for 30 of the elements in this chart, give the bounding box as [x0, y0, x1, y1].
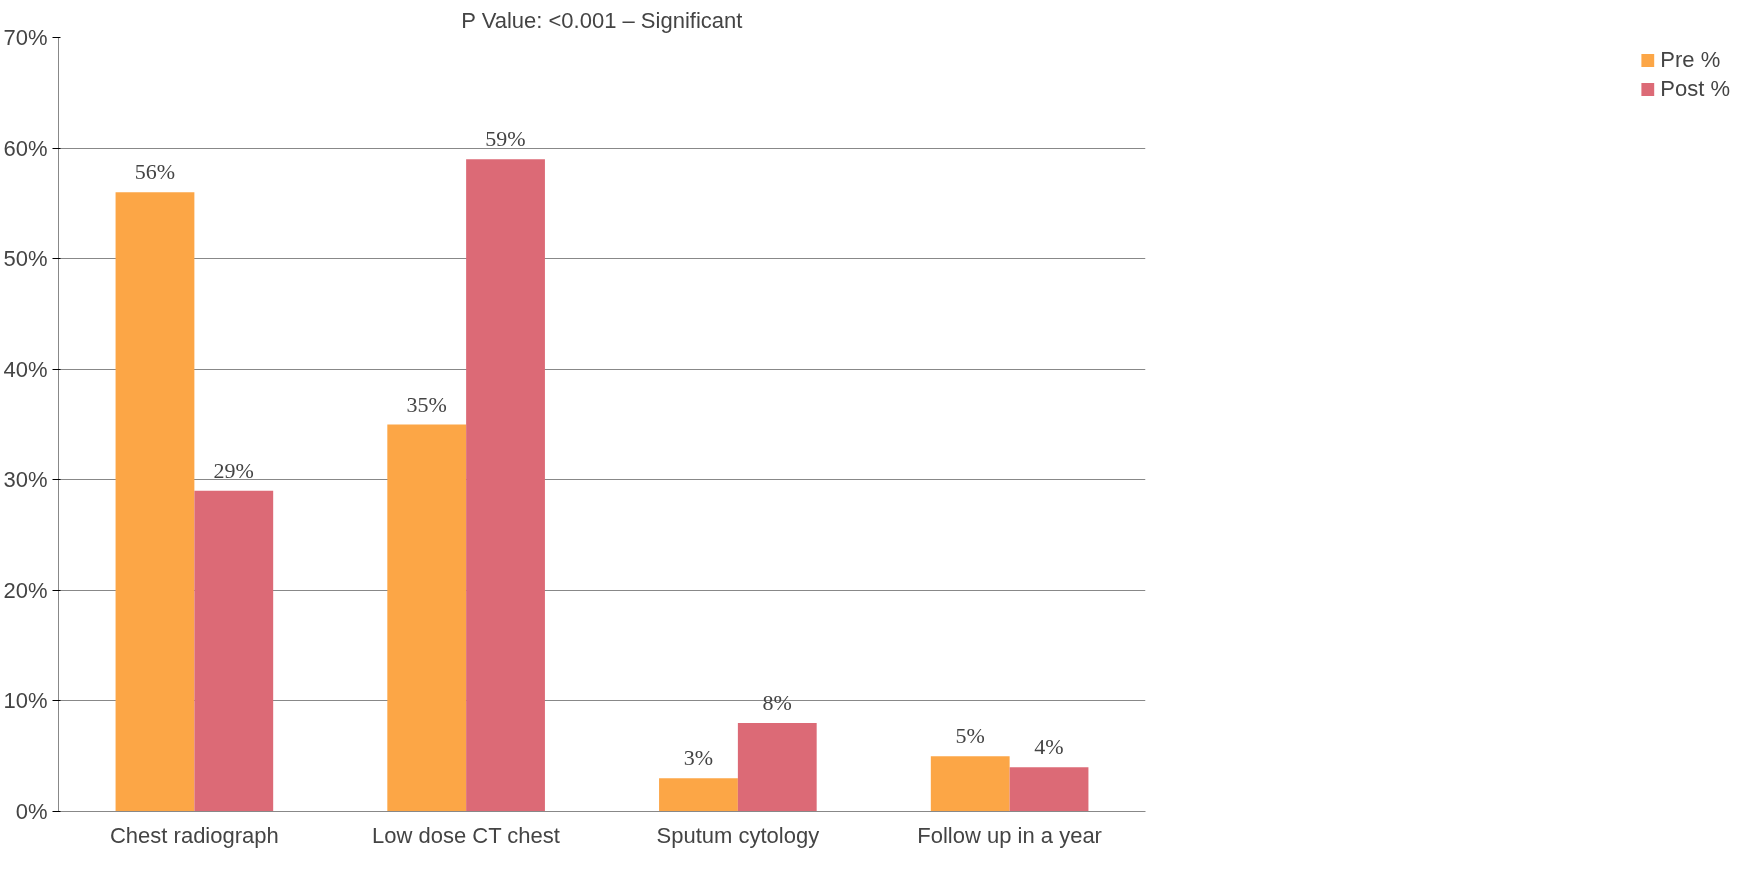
- x-tick-label: Low dose CT chest: [371, 822, 560, 848]
- text: P Value: <0.001 – Significant: [461, 7, 743, 33]
- data-label: 59%: [485, 126, 526, 152]
- x-tick-label: Sputum cytology: [656, 822, 820, 848]
- data-label: 35%: [406, 391, 447, 417]
- legend-label: Post %: [1660, 76, 1730, 102]
- bar: [466, 159, 545, 812]
- bar: [930, 756, 1010, 812]
- data-label: 4%: [1034, 734, 1064, 760]
- bar: [1009, 767, 1089, 812]
- bar: [659, 778, 738, 812]
- y-tick-label: 10%: [3, 688, 48, 714]
- y-tick-label: 0%: [15, 799, 48, 824]
- legend-label: Pre %: [1660, 47, 1721, 73]
- bar: [737, 723, 817, 812]
- y-tick-label: 60%: [3, 135, 48, 161]
- bar: [115, 192, 195, 812]
- data-label: 3%: [683, 745, 714, 771]
- data-label: 56%: [134, 159, 176, 185]
- bar: [387, 424, 467, 812]
- y-tick-label: 50%: [3, 246, 48, 272]
- x-tick-label: Chest radiograph: [109, 822, 279, 848]
- y-tick-label: 40%: [3, 356, 48, 382]
- x-tick-label: Follow up in a year: [917, 822, 1102, 848]
- y-tick-label: 20%: [3, 577, 48, 603]
- data-label: 29%: [213, 457, 254, 483]
- y-tick-label: 70%: [3, 25, 48, 50]
- bar: [194, 490, 274, 812]
- data-label: 5%: [955, 723, 985, 749]
- y-tick-label: 30%: [3, 467, 48, 493]
